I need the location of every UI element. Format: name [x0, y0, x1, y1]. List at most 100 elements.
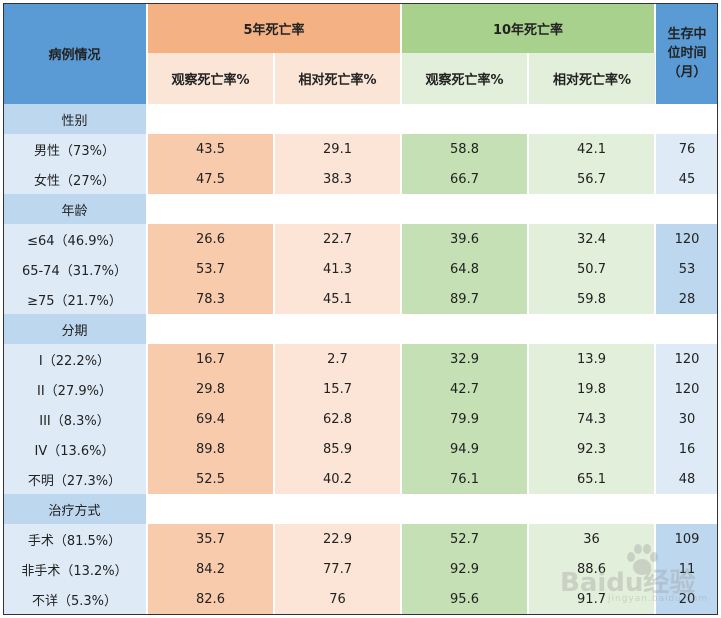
relative-5y-cell: 38.3 — [274, 164, 403, 194]
observed-10y-cell: 64.8 — [401, 254, 530, 284]
observed-10y-cell: 94.9 — [401, 434, 530, 464]
row-label: III（8.3%） — [3, 404, 148, 434]
relative-5y-cell: 15.7 — [274, 374, 403, 404]
relative-5y-cell: 22.9 — [274, 524, 403, 554]
group-title: 性别 — [3, 104, 148, 134]
group-blank-cell — [655, 194, 719, 224]
row-label: 非手术（13.2%） — [3, 554, 148, 584]
five-year-header: 5年死亡率 — [147, 3, 403, 53]
observed-10y-cell: 58.8 — [401, 134, 530, 164]
observed-10y-cell: 95.6 — [401, 584, 530, 614]
relative-10y-cell: 36 — [528, 524, 657, 554]
table-row: 男性（73%） 43.5 29.1 58.8 42.1 76 — [3, 134, 719, 164]
ten-year-header: 10年死亡率 — [401, 3, 657, 53]
table-row: 手术（81.5%） 35.7 22.9 52.7 36 109 — [3, 524, 719, 554]
label-column-header: 病例情况 — [3, 3, 148, 104]
relative-10y-cell: 59.8 — [528, 284, 657, 314]
group-blank-cell — [401, 314, 530, 344]
table-row: ≥75（21.7%） 78.3 45.1 89.7 59.8 28 — [3, 284, 719, 314]
observed-5y-cell: 84.2 — [147, 554, 275, 584]
table-row: II（27.9%） 29.8 15.7 42.7 19.8 120 — [3, 374, 719, 404]
median-survival-cell: 76 — [655, 134, 719, 164]
observed-10y-cell: 32.9 — [401, 344, 530, 374]
paw-icon — [627, 544, 658, 575]
median-survival-cell: 30 — [655, 404, 719, 434]
relative-10y-cell: 19.8 — [528, 374, 657, 404]
observed-10y-cell: 76.1 — [401, 464, 530, 494]
group-blank-cell — [655, 494, 719, 524]
relative-5y-cell: 40.2 — [274, 464, 403, 494]
median-survival-cell: 11 — [655, 554, 719, 584]
watermark: Baidu经验 jingyan.baidu.com — [560, 540, 715, 610]
group-blank-cell — [528, 314, 657, 344]
table-row: 65-74（31.7%） 53.7 41.3 64.8 50.7 53 — [3, 254, 719, 284]
group-blank-cell — [528, 194, 657, 224]
table-body: 性别 男性（73%） 43.5 29.1 58.8 42.1 76 女性（27%） 47.5 38… — [3, 104, 719, 614]
observed-5y-cell: 53.7 — [147, 254, 275, 284]
relative-10y-cell: 32.4 — [528, 224, 657, 254]
relative-5y-cell: 22.7 — [274, 224, 403, 254]
group-blank-cell — [401, 104, 530, 134]
relative-10y-cell: 91.7 — [528, 584, 657, 614]
median-survival-cell: 16 — [655, 434, 719, 464]
relative-5y-cell: 77.7 — [274, 554, 403, 584]
table-row: III（8.3%） 69.4 62.8 79.9 74.3 30 — [3, 404, 719, 434]
observed-5y-cell: 35.7 — [147, 524, 275, 554]
median-survival-cell: 53 — [655, 254, 719, 284]
row-label: 65-74（31.7%） — [3, 254, 148, 284]
observed-10y-cell: 42.7 — [401, 374, 530, 404]
group-blank-cell — [528, 494, 657, 524]
table-row: IV（13.6%） 89.8 85.9 94.9 92.3 16 — [3, 434, 719, 464]
group-blank-cell — [401, 494, 530, 524]
row-label: ≥75（21.7%） — [3, 284, 148, 314]
observed-10y-cell: 92.9 — [401, 554, 530, 584]
observed-5y-cell: 47.5 — [147, 164, 275, 194]
median-survival-cell: 20 — [655, 584, 719, 614]
relative-5y-cell: 45.1 — [274, 284, 403, 314]
relative-10y-cell: 13.9 — [528, 344, 657, 374]
relative-5y-cell: 76 — [274, 584, 403, 614]
table-row: 非手术（13.2%） 84.2 77.7 92.9 88.6 11 — [3, 554, 719, 584]
observed-5y-cell: 29.8 — [147, 374, 275, 404]
group-blank-cell — [274, 494, 403, 524]
group-blank-cell — [655, 314, 719, 344]
relative-5y-cell: 85.9 — [274, 434, 403, 464]
table-row: 不明（27.3%） 52.5 40.2 76.1 65.1 48 — [3, 464, 719, 494]
watermark-subtext: jingyan.baidu.com — [608, 594, 709, 604]
relative-10y-cell: 42.1 — [528, 134, 657, 164]
relative-10y-cell: 56.7 — [528, 164, 657, 194]
row-label: I（22.2%） — [3, 344, 148, 374]
group-blank-cell — [147, 314, 275, 344]
observed-10y-header: 观察死亡率% — [401, 53, 530, 104]
relative-5y-cell: 41.3 — [274, 254, 403, 284]
group-title: 分期 — [3, 314, 148, 344]
observed-5y-cell: 16.7 — [147, 344, 275, 374]
observed-5y-cell: 43.5 — [147, 134, 275, 164]
group-blank-cell — [528, 104, 657, 134]
median-survival-cell: 120 — [655, 224, 719, 254]
median-survival-header-text: 生存中位时间（月） — [667, 27, 707, 80]
group-blank-cell — [274, 104, 403, 134]
relative-10y-cell: 88.6 — [528, 554, 657, 584]
relative-5y-header: 相对死亡率% — [274, 53, 403, 104]
row-label: 男性（73%） — [3, 134, 148, 164]
relative-10y-cell: 92.3 — [528, 434, 657, 464]
row-label: II（27.9%） — [3, 374, 148, 404]
median-survival-cell: 28 — [655, 284, 719, 314]
relative-10y-header: 相对死亡率% — [528, 53, 656, 104]
median-survival-cell: 48 — [655, 464, 719, 494]
relative-5y-cell: 29.1 — [274, 134, 403, 164]
observed-5y-cell: 78.3 — [147, 284, 275, 314]
group-title: 年龄 — [3, 194, 148, 224]
table-row: I（22.2%） 16.7 2.7 32.9 13.9 120 — [3, 344, 719, 374]
median-survival-cell: 120 — [655, 344, 719, 374]
group-blank-cell — [147, 194, 275, 224]
observed-5y-cell: 89.8 — [147, 434, 275, 464]
median-survival-cell: 120 — [655, 374, 719, 404]
group-blank-cell — [655, 104, 719, 134]
median-survival-cell: 45 — [655, 164, 719, 194]
table-row: 不详（5.3%） 82.6 76 95.6 91.7 20 — [3, 584, 719, 614]
group-blank-cell — [274, 314, 403, 344]
group-blank-cell — [147, 104, 275, 134]
